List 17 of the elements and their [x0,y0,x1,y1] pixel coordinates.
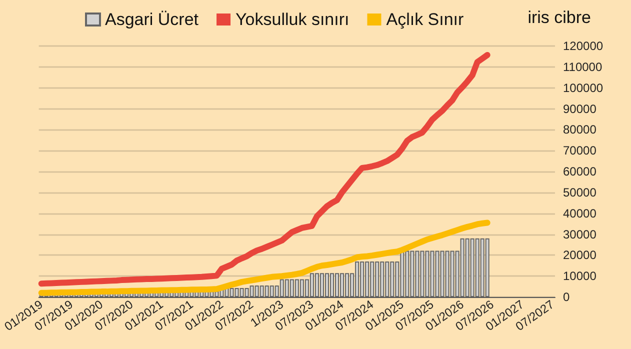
y-tick-label: 110000 [563,60,602,74]
text: iris cibre [528,8,592,27]
y-tick-label: 30000 [563,227,597,242]
y-tick-label: 40000 [563,206,597,220]
y-tick-label: 60000 [563,164,597,178]
y-tick-label: 50000 [563,185,597,200]
y-tick-label: 0 [563,290,570,304]
y-tick-label: 100000 [563,80,604,95]
legend-label: Açlık Sınır [386,10,464,29]
legend-label: Yoksulluk sınırı [236,10,350,29]
y-tick-label: 80000 [563,122,597,137]
y-tick-label: 20000 [563,248,597,262]
y-tick-label: 70000 [563,144,597,158]
legend-label: Asgari Ücret [105,10,199,29]
y-tick-label: 10000 [563,269,597,284]
y-tick-label: 90000 [563,102,597,116]
y-tick-label: 120000 [563,39,604,53]
